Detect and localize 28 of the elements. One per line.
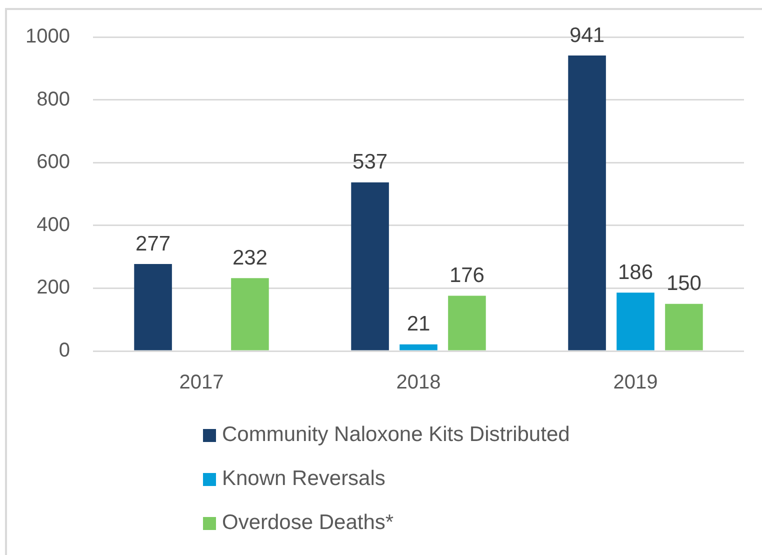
y-tick-label: 1000 xyxy=(26,26,70,48)
x-tick-label: 2018 xyxy=(396,372,441,394)
bar xyxy=(568,56,606,350)
bar xyxy=(665,304,703,350)
bar xyxy=(351,182,389,350)
data-label: 537 xyxy=(352,150,388,174)
legend-label: Known Reversals xyxy=(222,467,386,491)
y-tick-label: 600 xyxy=(36,151,70,174)
y-tick-label: 200 xyxy=(36,276,70,299)
bar xyxy=(231,278,269,350)
legend-label: Community Naloxone Kits Distributed xyxy=(222,423,570,447)
data-label: 150 xyxy=(666,272,702,296)
data-label: 186 xyxy=(618,260,654,284)
bar xyxy=(134,264,172,350)
y-tick-label: 800 xyxy=(36,88,70,110)
legend-label: Overdose Deaths* xyxy=(222,511,394,535)
y-tick-label: 400 xyxy=(36,214,70,236)
data-label: 176 xyxy=(449,264,484,288)
data-label: 21 xyxy=(406,312,430,336)
x-tick-label: 2017 xyxy=(179,372,224,394)
bar xyxy=(448,296,486,350)
y-tick-label: 0 xyxy=(58,340,70,362)
bar xyxy=(616,292,654,350)
data-label: 941 xyxy=(570,24,605,47)
data-label: 232 xyxy=(232,246,268,270)
data-label: 277 xyxy=(136,232,171,256)
bar xyxy=(400,344,438,350)
x-tick-label: 2019 xyxy=(613,372,658,394)
